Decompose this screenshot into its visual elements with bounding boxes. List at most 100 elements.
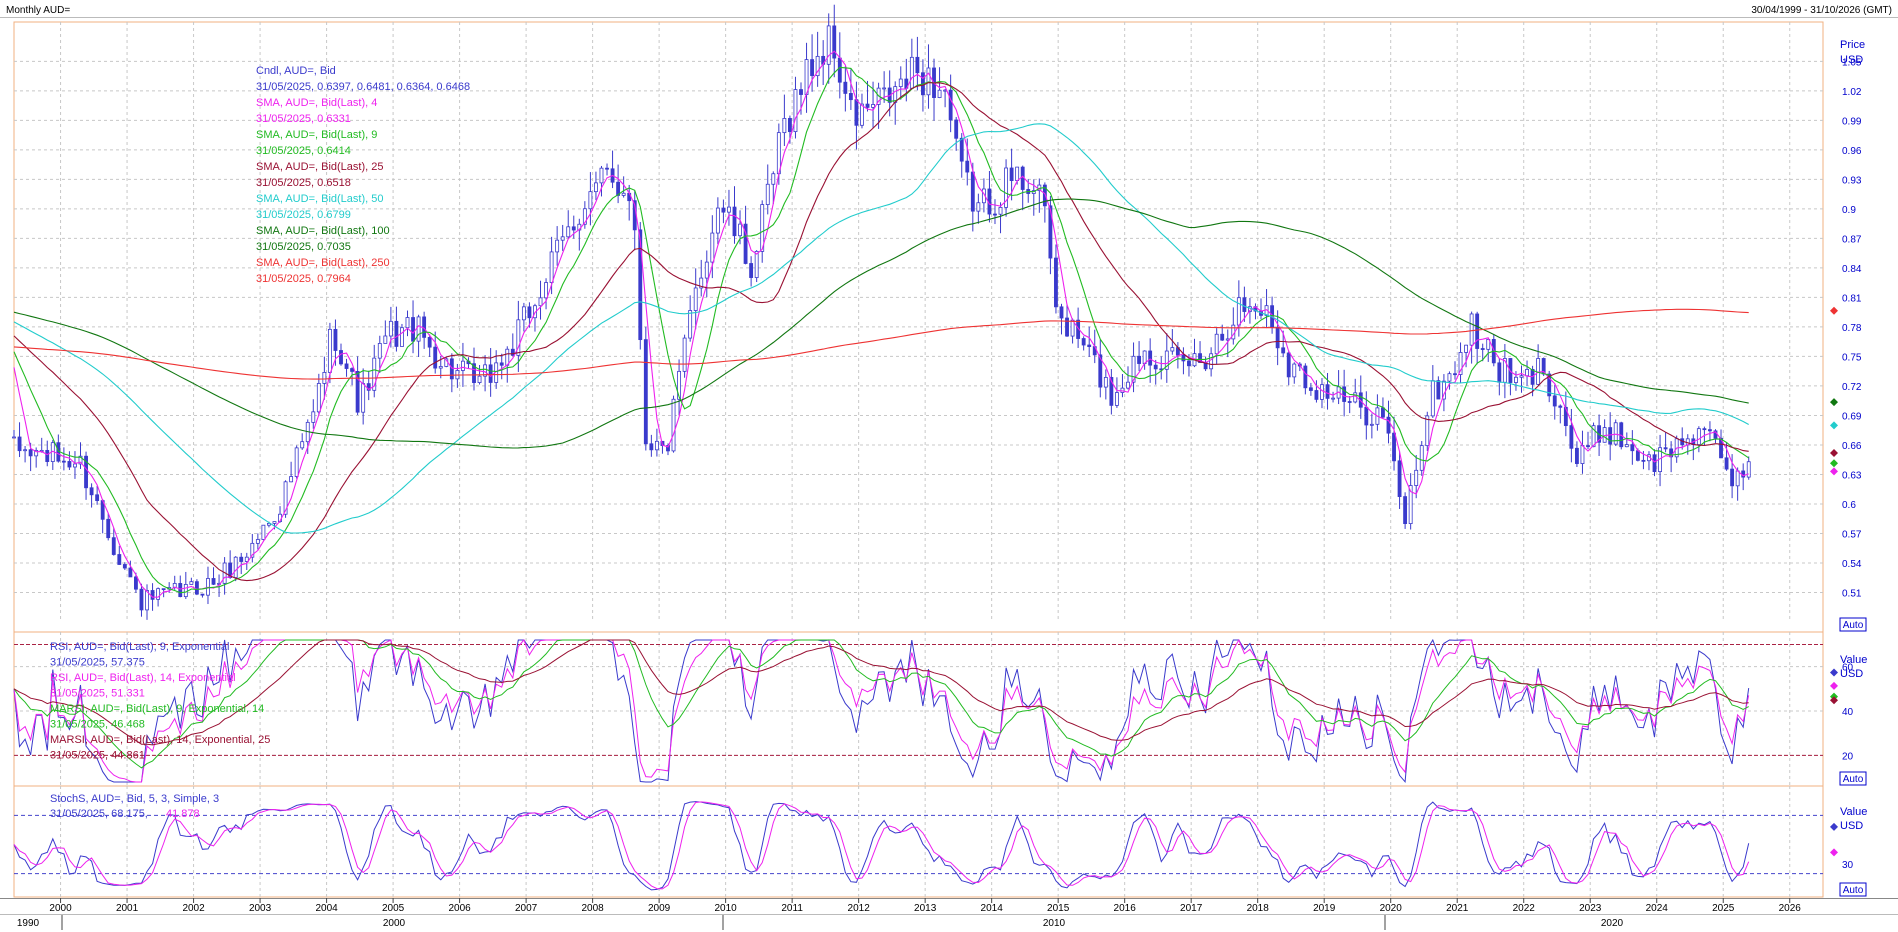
candle-body <box>754 250 759 278</box>
year-label: 2011 <box>781 903 803 914</box>
year-label: 2018 <box>1247 903 1270 914</box>
candle-body <box>139 588 144 611</box>
price-auto-button[interactable]: Auto <box>1843 620 1864 631</box>
candle-body <box>1419 445 1424 471</box>
candle-body <box>787 118 792 133</box>
candle-body <box>383 335 388 344</box>
candle-body <box>1126 381 1130 389</box>
price-tick-label: 0.6 <box>1842 500 1856 511</box>
legend-entry: MARSI, AUD=, Bid(Last), 9, Exponential, … <box>50 703 264 715</box>
rsi-panel[interactable]: RSI, AUD=, Bid(Last), 9, Exponential 31/0… <box>13 631 1867 787</box>
candle-body <box>499 362 504 366</box>
legend-entry: SMA, AUD=, Bid(Last), 4 <box>256 97 377 109</box>
candle-body <box>1331 397 1335 400</box>
candle-body <box>732 206 737 237</box>
candle-body <box>1464 344 1469 353</box>
candle-body <box>765 183 770 205</box>
candle-body <box>111 537 116 555</box>
candle-body <box>327 328 332 373</box>
sma-marker <box>1830 421 1838 430</box>
price-tick-label: 0.69 <box>1842 411 1862 422</box>
year-label: 2019 <box>1313 903 1336 914</box>
candle-body <box>1209 353 1214 370</box>
legend-entry: StochS, AUD=, Bid, 5, 3, Simple, 3 <box>50 793 219 805</box>
candle-body <box>671 398 676 452</box>
candle-body <box>1719 437 1723 459</box>
year-label: 2001 <box>116 903 139 914</box>
year-label: 2025 <box>1712 903 1735 914</box>
candle-body <box>1591 425 1596 448</box>
candle-body <box>837 57 842 83</box>
candle-body <box>1320 384 1324 400</box>
candle-body <box>12 436 16 439</box>
legend-entry: SMA, AUD=, Bid(Last), 9 <box>256 129 377 141</box>
stoch-axis-label: Value <box>1840 806 1867 818</box>
candle-body <box>544 282 548 299</box>
candle-body <box>1137 355 1142 364</box>
candle-body <box>1519 375 1524 378</box>
candle-body <box>272 521 277 524</box>
candle-body <box>1663 447 1668 450</box>
stoch-auto-button[interactable]: Auto <box>1843 885 1864 896</box>
candle-body <box>793 89 798 133</box>
candle-body <box>1181 354 1186 362</box>
candle-body <box>1441 380 1446 400</box>
candle-body <box>1569 425 1574 449</box>
year-label: 2005 <box>382 903 405 914</box>
candle-body <box>316 383 321 413</box>
candle-body <box>366 383 371 391</box>
candle-body <box>34 449 39 457</box>
candle-body <box>1735 470 1740 487</box>
candle-body <box>1497 362 1502 383</box>
candle-body <box>17 436 22 452</box>
candle-body <box>1292 363 1297 378</box>
candle-body <box>571 226 576 231</box>
candle-body <box>1430 380 1435 417</box>
candle-body <box>998 206 1003 215</box>
rsi-auto-button[interactable]: Auto <box>1843 774 1864 785</box>
candle-body <box>743 223 748 264</box>
candle-body <box>804 59 809 95</box>
candle-body <box>289 476 294 483</box>
price-panel[interactable]: Cndl, AUD=, Bid 31/05/2025, 0.6397, 0.648… <box>12 4 1867 633</box>
candle-body <box>1059 306 1064 319</box>
candle-body <box>738 223 742 237</box>
candle-body <box>255 539 260 544</box>
candle-body <box>965 160 970 173</box>
candle-body <box>1580 445 1585 464</box>
year-label: 2009 <box>648 903 671 914</box>
candle-body <box>1630 444 1635 452</box>
stoch-marker <box>1830 822 1838 831</box>
candle-body <box>1131 355 1136 383</box>
candle-body <box>782 118 787 134</box>
candle-body <box>183 584 188 598</box>
candle-body <box>477 375 482 383</box>
candle-body <box>61 460 66 463</box>
year-label: 2006 <box>448 903 471 914</box>
candle-body <box>244 556 249 562</box>
price-tick-label: 0.54 <box>1842 559 1862 570</box>
candle-body <box>200 593 205 596</box>
candle-body <box>1586 445 1590 448</box>
candle-body <box>28 449 33 457</box>
sma-line <box>13 66 1750 594</box>
candle-body <box>283 481 288 515</box>
candle-body <box>106 518 111 539</box>
candle-body <box>588 191 593 210</box>
legend-entry: RSI, AUD=, Bid(Last), 9, Exponential <box>50 641 229 653</box>
candle-body <box>78 455 83 465</box>
candle-body <box>1103 377 1108 388</box>
candle-body <box>1624 444 1629 448</box>
year-label: 2004 <box>315 903 338 914</box>
rsi-line <box>13 639 1749 746</box>
rsi-tick-label: 20 <box>1842 751 1854 762</box>
year-label: 2016 <box>1114 903 1137 914</box>
candle-body <box>1364 406 1369 426</box>
stoch-tick-label: 30 <box>1842 860 1854 871</box>
candle-body <box>1558 405 1563 408</box>
sma-line <box>13 123 1749 534</box>
legend-entry: RSI, AUD=, Bid(Last), 14, Exponential <box>50 672 236 684</box>
sma-line <box>13 50 1749 598</box>
stoch-panel[interactable]: StochS, AUD=, Bid, 5, 3, Simple, 3 31/05/… <box>13 785 1867 898</box>
candle-body <box>339 350 343 365</box>
